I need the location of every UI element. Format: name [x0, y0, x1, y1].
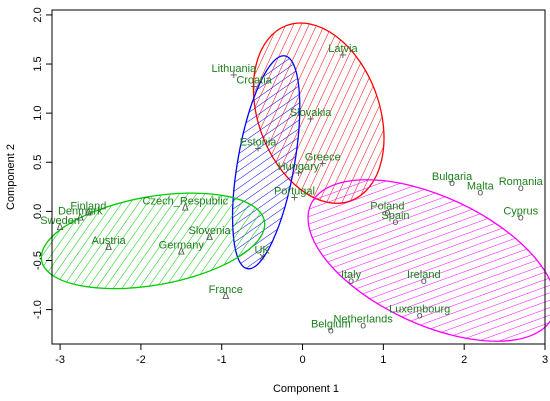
- point-marker: +: [339, 50, 347, 61]
- point-label: Finland: [70, 200, 106, 212]
- point-marker: +: [290, 193, 298, 204]
- point-label: Italy: [341, 269, 362, 281]
- point-marker: +: [250, 82, 258, 93]
- plot-frame: [51, 9, 546, 345]
- point-label: Malta: [467, 181, 495, 193]
- point-label: Latvia: [328, 43, 358, 55]
- x-tick-label: -2: [136, 354, 146, 366]
- point-marker: o: [518, 212, 524, 223]
- point-label: Denmark: [58, 205, 103, 217]
- point-marker: o: [360, 320, 366, 331]
- point-marker: Δ: [57, 222, 64, 233]
- point-marker: +: [230, 70, 238, 81]
- point-label: Spain: [381, 210, 409, 222]
- cluster-ellipse: [307, 179, 550, 342]
- y-tick-label: 0.5: [32, 155, 44, 170]
- point-label: Luxembourg: [389, 304, 450, 316]
- point-label: France: [209, 284, 243, 296]
- point-marker: x: [259, 252, 265, 263]
- y-axis-label: Component 2: [5, 144, 17, 210]
- point-marker: o: [477, 188, 483, 199]
- y-tick-label: 1.5: [32, 56, 44, 71]
- point-label: Hungary: [278, 161, 320, 173]
- point-label: Ireland: [407, 269, 441, 281]
- point-marker: o: [449, 178, 455, 189]
- point-marker: Δ: [77, 212, 84, 223]
- point-label: Poland: [370, 200, 404, 212]
- axes: -3 -2 -1 0 1 2 3 -1.0 -0.5 0.0 0.5 1.0 1.5 2.0: [32, 7, 548, 366]
- point-marker: Δ: [182, 202, 189, 213]
- point-marker: Δ: [105, 242, 112, 253]
- point-label: Austria: [91, 235, 126, 247]
- y-tick-label: -1.0: [32, 300, 44, 319]
- point-label: Greece: [305, 151, 341, 163]
- data-points: +Latvia+Lithuania+Croatia+Slovakia+Eston…: [40, 43, 543, 336]
- point-marker: o: [384, 207, 390, 218]
- x-tick-label: -1: [217, 354, 227, 366]
- point-label: Lithuania: [212, 63, 258, 75]
- x-tick-label: -3: [55, 354, 65, 366]
- point-marker: o: [421, 276, 427, 287]
- cluster-ellipses: [40, 22, 550, 342]
- point-label: Romania: [499, 176, 544, 188]
- point-label: Belgium: [311, 318, 351, 330]
- y-tick-label: 2.0: [32, 7, 44, 22]
- point-label: Slovakia: [290, 107, 332, 119]
- point-marker: o: [417, 311, 423, 322]
- point-marker: Δ: [222, 291, 229, 302]
- point-label: UK: [254, 245, 270, 257]
- point-marker: Δ: [178, 247, 185, 258]
- point-marker: Δ: [206, 232, 213, 243]
- point-label: Slovenia: [188, 225, 231, 237]
- x-axis-label: Component 1: [273, 383, 339, 395]
- x-tick-label: 2: [461, 354, 467, 366]
- point-marker: +: [306, 114, 314, 125]
- y-tick-label: 0.0: [32, 204, 44, 219]
- point-label: Germany: [159, 240, 205, 252]
- cluster-ellipse: [40, 192, 266, 290]
- point-marker: o: [348, 276, 354, 287]
- x-tick-label: 1: [380, 354, 386, 366]
- point-label: Bulgaria: [432, 171, 473, 183]
- y-tick-label: 1.0: [32, 105, 44, 120]
- point-label: Croatia: [236, 75, 272, 87]
- point-label: Netherlands: [333, 313, 393, 325]
- x-tick-label: 3: [542, 354, 548, 366]
- y-tick-label: -0.5: [32, 251, 44, 270]
- point-marker: Δ: [85, 207, 92, 218]
- point-label: Sweden: [40, 215, 80, 227]
- point-marker: +: [319, 158, 327, 169]
- point-marker: +: [254, 144, 262, 155]
- point-label: Czech_Respublic: [143, 195, 229, 207]
- point-label: Cyprus: [503, 205, 538, 217]
- x-tick-label: 0: [299, 354, 305, 366]
- point-marker: +: [294, 168, 302, 179]
- point-marker: o: [518, 183, 524, 194]
- point-marker: o: [328, 325, 334, 336]
- point-label: Estonia: [240, 137, 278, 149]
- point-marker: o: [392, 217, 398, 228]
- point-label: Portugal: [274, 186, 315, 198]
